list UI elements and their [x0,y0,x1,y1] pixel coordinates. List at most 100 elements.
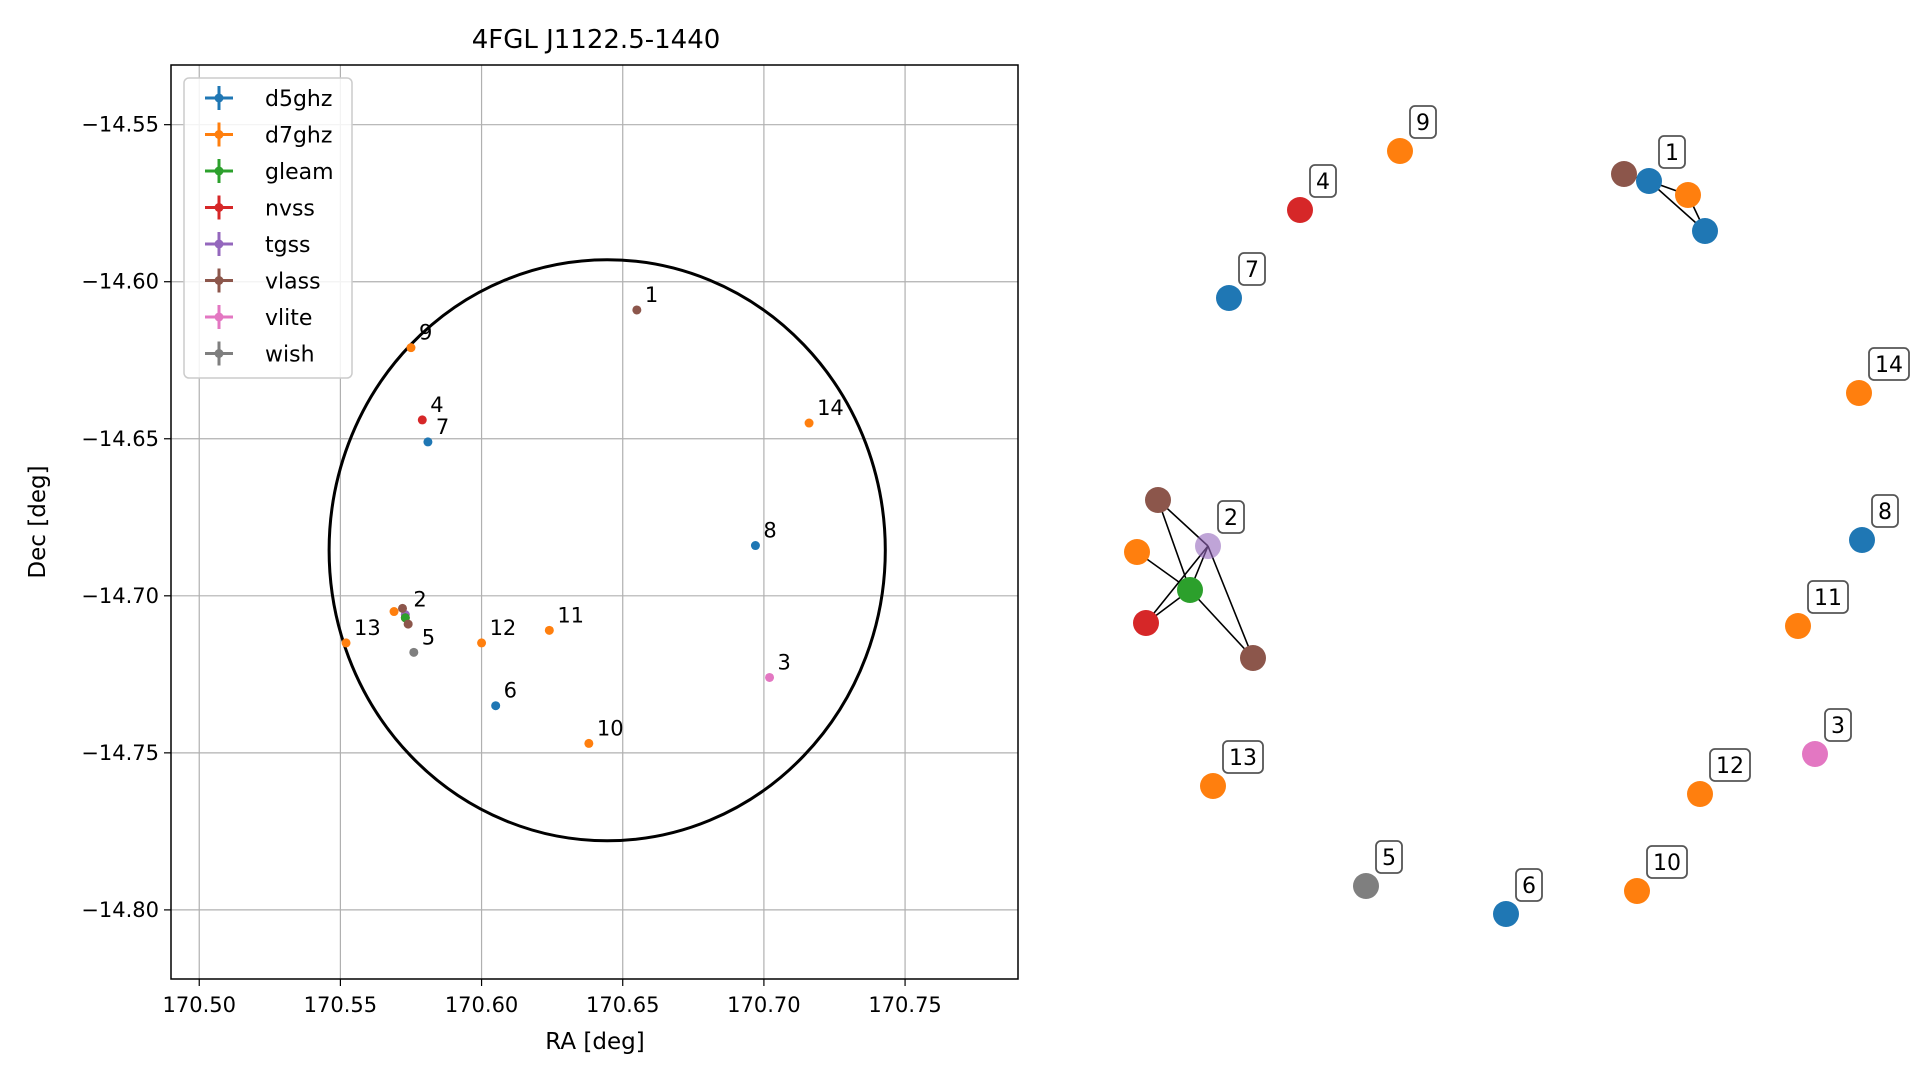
graph-node-label: 5 [1382,846,1396,871]
graph-node-d5ghz [1692,218,1718,244]
point-label: 8 [763,519,776,543]
point-d7ghz [389,607,399,617]
y-axis-ticks: −14.55 −14.60 −14.65 −14.70 −14.75 −14.80 [81,113,171,922]
x-tick-label: 170.75 [868,993,941,1017]
point-nvss [417,415,427,425]
graph-node-d5ghz [1493,901,1519,927]
graph-node-d7ghz [1846,380,1872,406]
graph-node-label: 11 [1814,586,1842,611]
legend-marker [214,349,224,358]
graph-node-label: 2 [1224,506,1238,531]
legend-box [183,77,353,379]
graph-node-d5ghz [1216,285,1242,311]
point-label: 9 [419,321,432,345]
graph-node-nvss [1287,197,1313,223]
graph-node-label-box [1309,164,1337,198]
graph-node-d7ghz [1785,613,1811,639]
y-axis-label: Dec [deg] [25,465,51,578]
graph-node-nvss [1133,610,1159,636]
legend-label: wish [265,343,315,368]
point-d7ghz [804,418,814,428]
point-label: 13 [354,616,381,640]
graph-node-label-box [1375,840,1403,874]
graph-node-d5ghz [1849,527,1875,553]
legend-marker [214,239,224,249]
point-d7ghz [477,638,487,648]
graph-node-label-box [1658,135,1686,169]
point-label: 10 [597,716,624,740]
x-axis-label: RA [deg] [545,1029,644,1055]
y-tick-label: −14.65 [81,427,159,451]
x-tick-label: 170.50 [162,993,235,1017]
graph-node-d5ghz [1636,168,1662,194]
graph-node-label-box [1871,494,1899,528]
graph-node-d7ghz [1687,781,1713,807]
legend-label: nvss [265,197,315,222]
graph-node-label: 1 [1665,141,1679,166]
graph-node-vlass [1145,487,1171,513]
graph-node-label: 14 [1875,353,1903,378]
legend-label: d5ghz [265,87,332,112]
graph-node-label-box [1709,748,1751,782]
legend-label: vlass [265,270,321,295]
graph-node-label-box [1238,252,1266,286]
graph-node-d7ghz [1200,773,1226,799]
legend: d5ghz d7ghz gleam nvss tgss vlass vlite wish [183,77,353,379]
graph-node-label: 7 [1245,258,1259,283]
error-ellipse [327,258,887,843]
graph-node-label-box [1646,845,1688,879]
legend-marker [214,130,224,139]
point-d5ghz [491,701,501,711]
point-wish [409,647,419,657]
graph-node-vlass [1240,645,1266,671]
graph-node-label-box [1222,740,1264,774]
x-axis-ticks: 170.50 170.55 170.60 170.65 170.70 170.75 [162,979,942,1017]
y-tick-label: −14.55 [81,113,159,137]
point-vlite [765,672,775,682]
graph-node-label-box [1807,580,1849,614]
graph-node-label-box [1217,500,1245,534]
graph-node-label: 3 [1831,714,1845,739]
point-d7ghz [544,625,554,635]
point-vlass [632,305,642,315]
graph-node-wish [1353,873,1379,899]
point-label: 6 [504,679,517,703]
x-tick-label: 170.60 [445,993,518,1017]
x-tick-label: 170.55 [304,993,377,1017]
legend-marker [214,312,224,322]
graph-node-label: 12 [1716,754,1744,779]
graph-node-label: 8 [1878,500,1892,525]
y-tick-label: −14.80 [81,898,159,922]
legend-label: d7ghz [265,124,332,149]
x-tick-label: 170.70 [727,993,800,1017]
point-label: 14 [817,396,844,420]
graph-node-vlite [1802,741,1828,767]
graph-node-gleam [1177,577,1203,603]
legend-marker [214,276,224,285]
graph-node-vlass [1611,161,1637,187]
legend-label: vlite [265,306,312,331]
graph-node-tgss [1195,533,1221,559]
point-vlass [403,619,413,629]
legend-label: tgss [265,233,311,258]
graph-node-label: 6 [1522,874,1536,899]
graph-node-label: 9 [1416,111,1430,136]
graph-node-d7ghz [1387,138,1413,164]
plot-frame-border [170,64,1019,980]
point-label: 3 [778,650,791,674]
graph-node-label-box [1515,868,1543,902]
graph-node-d7ghz [1675,182,1701,208]
point-vlass [398,603,408,613]
point-label: 11 [557,603,584,627]
graph-edge [1145,545,1209,624]
graph-edge [1189,589,1254,659]
graph-node-label: 10 [1653,851,1681,876]
graph-node-label: 4 [1316,170,1330,195]
graph-node-label-box [1824,708,1852,742]
point-label: 2 [413,588,426,612]
legend-marker [214,166,224,176]
point-d7ghz [584,738,594,748]
graph-node-label: 13 [1229,746,1257,771]
